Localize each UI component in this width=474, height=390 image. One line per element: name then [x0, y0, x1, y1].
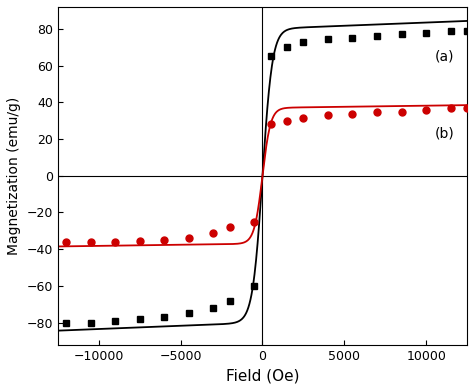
Y-axis label: Magnetization (emu/g): Magnetization (emu/g)	[7, 97, 21, 255]
X-axis label: Field (Oe): Field (Oe)	[226, 368, 299, 383]
Text: (a): (a)	[434, 50, 454, 64]
Text: (b): (b)	[434, 127, 454, 140]
